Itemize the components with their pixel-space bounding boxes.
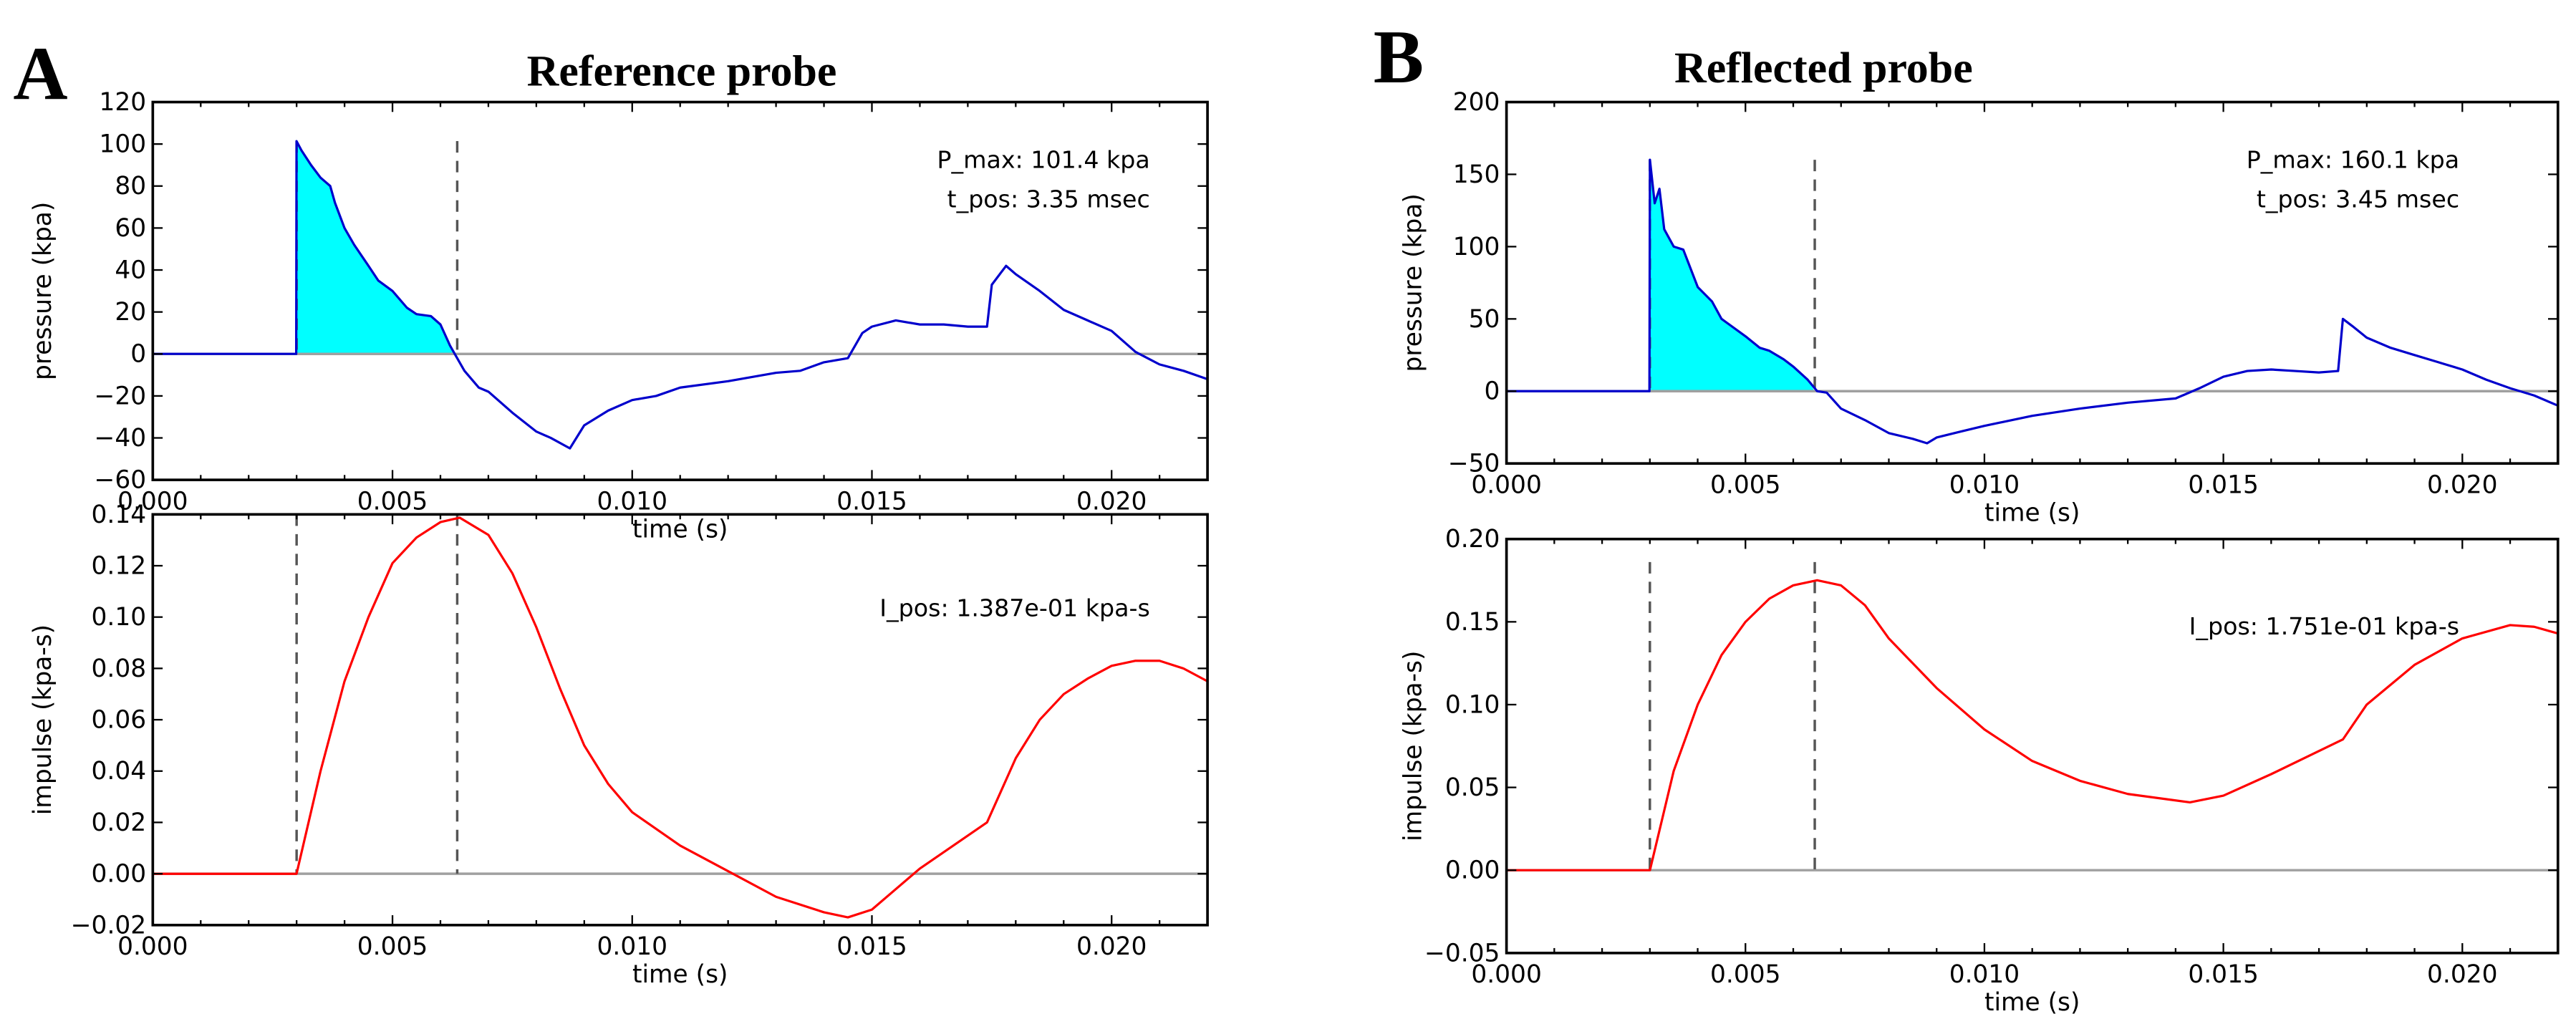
x-tick-label: 0.015 — [2188, 471, 2259, 500]
y-tick-label: 80 — [115, 172, 146, 201]
x-tick-label: 0.020 — [2427, 960, 2498, 989]
y-tick-label: −40 — [95, 424, 147, 453]
x-tick-label: 0.010 — [1949, 471, 2020, 500]
annotation-text: t_pos: 3.45 msec — [2257, 185, 2459, 213]
x-tick-label: 0.020 — [1076, 487, 1147, 516]
y-axis-label: impulse (kpa-s) — [1399, 651, 1427, 841]
x-tick-label: 0.020 — [1076, 932, 1147, 961]
plot-a-pressure: 0.000 0.005 0.010 0.015 0.020 −60 −40 −20 0 20 40 6… — [29, 88, 1209, 544]
annotation-text: I_pos: 1.751e-01 kpa-s — [2189, 612, 2460, 640]
x-axis-label: time (s) — [1984, 988, 2080, 1014]
y-tick-label: 0.14 — [92, 501, 147, 529]
y-tick-label: −60 — [95, 466, 147, 495]
x-tick-label: 0.015 — [836, 932, 907, 961]
x-axis-label: time (s) — [1984, 498, 2080, 527]
x-tick-label: 0.015 — [836, 487, 907, 516]
y-tick-label: 0.15 — [1445, 608, 1500, 637]
x-tick-label: 0.010 — [597, 487, 667, 516]
x-tick-label: 0.005 — [357, 932, 428, 961]
x-tick-label: 0.020 — [2427, 471, 2498, 500]
axes-frame — [151, 513, 1209, 927]
y-tick-label: −20 — [95, 382, 147, 410]
y-axis-label: pressure (kpa) — [1399, 193, 1427, 372]
x-tick-label: 0.000 — [117, 487, 188, 516]
panel-title-a: Reference probe — [527, 47, 837, 96]
y-tick-label: 20 — [115, 298, 146, 327]
panel-letter-b: B — [1374, 15, 1424, 99]
x-tick-label: 0.000 — [117, 932, 188, 961]
positive-phase-fill — [296, 141, 458, 354]
y-tick-label: 0.02 — [92, 808, 147, 837]
annotation-text: P_max: 160.1 kpa — [2247, 145, 2459, 173]
pressure-series-line — [1506, 158, 2559, 445]
y-tick-label: 200 — [1453, 88, 1500, 117]
y-tick-label: 0.10 — [1445, 690, 1500, 719]
y-tick-label: 150 — [1453, 160, 1500, 189]
annotation-text: t_pos: 3.35 msec — [947, 185, 1150, 213]
positive-phase-fill — [1649, 160, 1815, 392]
y-tick-label: 0.06 — [92, 706, 147, 735]
x-axis-label: time (s) — [632, 515, 728, 544]
y-tick-label: 0.00 — [92, 860, 147, 889]
panel-title-b: Reflected probe — [1674, 44, 1973, 92]
y-tick-label: −50 — [1448, 450, 1500, 478]
y-tick-label: 0.05 — [1445, 773, 1500, 802]
y-tick-label: 0.00 — [1445, 856, 1500, 885]
axes-frame — [1505, 537, 2560, 955]
x-tick-label: 0.015 — [2188, 960, 2259, 989]
plot-b-impulse: 0.000 0.005 0.010 0.015 0.020 −0.05 0.00 0.05 0.… — [1399, 525, 2560, 1014]
y-axis-label: impulse (kpa-s) — [29, 624, 57, 815]
impulse-series-line — [153, 516, 1208, 919]
pressure-series-line — [153, 140, 1208, 450]
panel-letter-a: A — [13, 32, 67, 115]
y-axis-label: pressure (kpa) — [29, 202, 57, 380]
y-tick-label: 100 — [1453, 233, 1500, 261]
plot-a-impulse: 0.000 0.005 0.010 0.015 0.020 −0.02 0.00 0.02 0.… — [29, 501, 1209, 989]
x-tick-label: 0.010 — [597, 932, 667, 961]
y-tick-label: 100 — [99, 130, 146, 159]
x-tick-label: 0.000 — [1471, 471, 1541, 500]
y-tick-label: 0 — [130, 340, 146, 369]
y-tick-label: 60 — [115, 214, 146, 243]
y-tick-label: 0.08 — [92, 655, 147, 683]
y-tick-label: 0.04 — [92, 757, 147, 786]
x-axis-label: time (s) — [632, 960, 728, 989]
y-tick-label: 0.20 — [1445, 525, 1500, 554]
y-tick-label: 50 — [1469, 305, 1500, 334]
plot-b-pressure: 0.000 0.005 0.010 0.015 0.020 −50 0 50 100 150 200… — [1399, 88, 2560, 527]
y-tick-label: 0.12 — [92, 551, 147, 580]
x-tick-label: 0.010 — [1949, 960, 2020, 989]
impulse-series-line — [1506, 579, 2559, 871]
x-tick-label: 0.005 — [1710, 960, 1780, 989]
x-tick-label: 0.000 — [1471, 960, 1541, 989]
y-tick-label: 120 — [99, 88, 146, 117]
annotation-text: P_max: 101.4 kpa — [937, 145, 1149, 173]
y-tick-label: −0.05 — [1424, 939, 1500, 967]
x-tick-label: 0.005 — [1710, 471, 1780, 500]
y-tick-label: 0 — [1485, 377, 1500, 406]
x-tick-label: 0.005 — [357, 487, 428, 516]
y-tick-label: 0.10 — [92, 603, 147, 632]
annotation-text: I_pos: 1.387e-01 kpa-s — [879, 594, 1150, 622]
y-tick-label: 40 — [115, 256, 146, 284]
y-tick-label: −0.02 — [71, 911, 146, 940]
